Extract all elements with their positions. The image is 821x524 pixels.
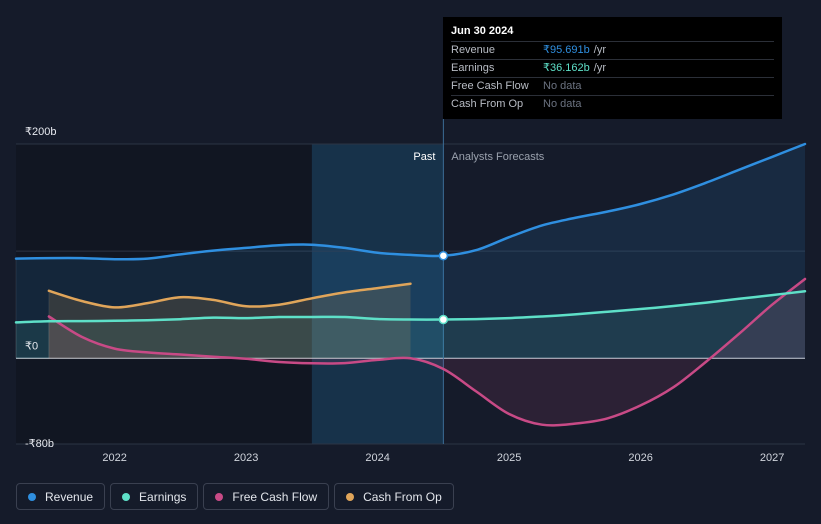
legend-item-free-cash-flow[interactable]: Free Cash Flow [203, 483, 330, 510]
revenue-line [14, 142, 807, 261]
earnings-line [14, 290, 807, 324]
x-tick-label: 2024 [365, 452, 389, 464]
legend-item-earnings[interactable]: Earnings [110, 483, 199, 510]
x-tick-label: 2022 [102, 452, 126, 464]
x-tick-label: 2023 [234, 452, 258, 464]
legend-item-revenue[interactable]: Revenue [16, 483, 106, 510]
cash-from-op-area [48, 283, 411, 359]
forecast-label: Analysts Forecasts [451, 151, 544, 163]
tooltip-value: No data [543, 80, 582, 92]
tooltip-row-cash-from-op: Cash From Op No data [451, 95, 774, 113]
legend-dot-icon [28, 492, 36, 501]
tooltip: Jun 30 2024 Revenue ₹95.691b /yr Earning… [443, 17, 782, 119]
tooltip-row-free-cash-flow: Free Cash Flow No data [451, 77, 774, 95]
tooltip-label: Earnings [451, 62, 495, 74]
tooltip-label: Free Cash Flow [451, 80, 529, 92]
chart: ₹200b ₹0 -₹80b 2022 2023 2024 2025 2026 2027 Past… [14, 119, 807, 464]
legend-item-cash-from-op[interactable]: Cash From Op [334, 483, 454, 510]
legend-label: Cash From Op [363, 489, 442, 504]
tooltip-value: No data [543, 98, 582, 110]
past-region [16, 144, 312, 444]
y-tick-label: -₹80b [25, 438, 54, 450]
legend-label: Earnings [139, 489, 187, 504]
y-tick-label: ₹200b [25, 126, 56, 138]
legend-dot-icon [122, 492, 131, 501]
tooltip-label: Cash From Op [451, 98, 524, 110]
past-label: Past [413, 151, 435, 163]
earnings-area [16, 291, 805, 359]
y-tick-label: ₹0 [25, 340, 38, 352]
tooltip-unit: /yr [593, 44, 606, 56]
tooltip-unit: /yr [593, 62, 606, 74]
tooltip-date: Jun 30 2024 [451, 25, 514, 37]
x-tick-label: 2026 [628, 452, 652, 464]
legend: Revenue Earnings Free Cash Flow Cash Fro… [16, 483, 454, 510]
tooltip-label: Revenue [451, 44, 496, 56]
legend-dot-icon [215, 492, 224, 501]
tooltip-value: ₹95.691b [543, 44, 590, 56]
free-cash-flow-line [47, 277, 807, 427]
revenue-marker [438, 251, 449, 261]
legend-label: Revenue [45, 489, 94, 504]
cash-from-op-line [47, 282, 412, 309]
x-tick-label: 2027 [760, 452, 784, 464]
legend-label: Free Cash Flow [232, 489, 318, 504]
earnings-marker [438, 314, 449, 325]
x-tick-label: 2025 [497, 452, 521, 464]
tooltip-row-earnings: Earnings ₹36.162b /yr [451, 59, 774, 77]
tooltip-row-revenue: Revenue ₹95.691b /yr [451, 41, 774, 59]
tooltip-value: ₹36.162b [543, 62, 590, 74]
revenue-area [16, 144, 805, 359]
legend-dot-icon [346, 492, 355, 501]
free-cash-flow-area [48, 279, 805, 426]
